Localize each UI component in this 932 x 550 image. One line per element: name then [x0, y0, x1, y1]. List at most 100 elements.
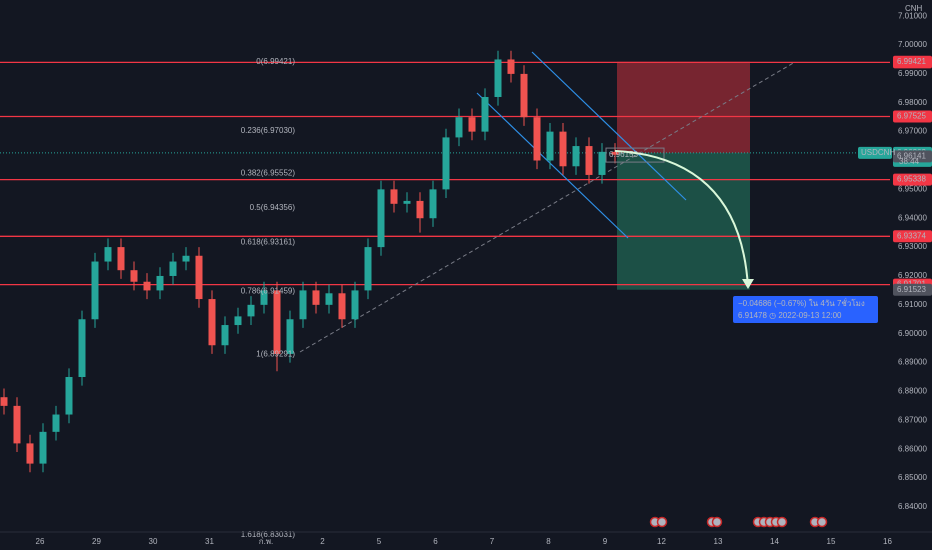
x-tick-label: ก.พ. — [259, 537, 274, 546]
candle-body — [104, 247, 112, 262]
candle-body — [13, 405, 21, 444]
candle-body — [468, 117, 476, 132]
candle-body — [572, 146, 580, 167]
candle-body — [455, 117, 463, 138]
candle-body — [611, 151, 619, 155]
candle-body — [247, 304, 255, 317]
y-tick-label: 6.93000 — [898, 242, 927, 251]
trend-line — [299, 61, 796, 353]
level-tag — [893, 173, 932, 186]
fib-label: 0.786(6.91459) — [241, 287, 296, 296]
candle-body — [39, 431, 47, 464]
y-tick-label: 6.90000 — [898, 329, 927, 338]
fib-label: 0(6.99421) — [256, 57, 295, 66]
level-tag — [893, 230, 932, 243]
candle-body — [390, 189, 398, 204]
fib-label: 0.236(6.97030) — [241, 126, 296, 135]
fib-label: 0.5(6.94356) — [250, 203, 296, 212]
overlay: 0(6.99421) 0.236(6.97030) 0.382(6.95552) 0.… — [241, 57, 878, 539]
x-tick-label: 8 — [546, 537, 551, 546]
price-axis — [890, 0, 932, 532]
fib-label: 0.382(6.95552) — [241, 169, 296, 178]
x-tick-label: 12 — [657, 537, 666, 546]
y-tick-label: 6.88000 — [898, 387, 927, 396]
y-tick-label: 7.01000 — [898, 11, 927, 20]
candle-body — [338, 293, 346, 320]
symbol-tag — [858, 146, 892, 159]
price-tag-label: 6.91523 — [897, 285, 926, 294]
currency: CNH — [905, 4, 923, 13]
candle-body — [312, 290, 320, 305]
candle-body — [364, 247, 372, 291]
channel-line — [476, 92, 629, 239]
y-tick-label: 6.94000 — [898, 213, 927, 222]
candle-body — [351, 290, 359, 320]
candle-body — [260, 290, 268, 305]
candle-body — [234, 316, 242, 326]
y-tick-label: 7.00000 — [898, 40, 927, 49]
candle-body — [91, 261, 99, 320]
candle-body — [481, 96, 489, 132]
candles — [0, 50, 619, 473]
x-tick-label: 29 — [92, 537, 101, 546]
price-tag — [893, 150, 932, 163]
candle-body — [429, 189, 437, 219]
candle-body — [442, 137, 450, 190]
x-tick-label: 7 — [490, 537, 495, 546]
y-tick-label: 6.89000 — [898, 358, 927, 367]
price-tag-label: 6.96141 — [897, 152, 926, 161]
x-tick-label: 13 — [714, 537, 723, 546]
candle-body — [169, 261, 177, 276]
level-tag-label: 6.95338 — [897, 175, 926, 184]
candle-body — [143, 281, 151, 291]
candle-body — [156, 275, 164, 291]
y-tick-label: 6.85000 — [898, 473, 927, 482]
candle-body — [403, 200, 411, 204]
candle-body — [182, 255, 190, 262]
candle-body — [546, 131, 554, 161]
level-tag — [893, 110, 932, 123]
candle-body — [65, 377, 73, 415]
level-tag-label: 6.93374 — [897, 231, 926, 240]
candle-body — [533, 117, 541, 161]
x-tick-label: 2 — [320, 537, 325, 546]
candle-body — [520, 73, 528, 118]
price-tag — [893, 283, 932, 296]
candle-body — [78, 319, 86, 378]
candle-body — [0, 397, 8, 406]
candle-body — [416, 200, 424, 219]
candle-body — [325, 293, 333, 305]
x-tick-label: 5 — [377, 537, 382, 546]
symbol-label: USDCNH — [861, 148, 895, 157]
x-tick-label: 14 — [770, 537, 779, 546]
last-trade-box — [605, 147, 665, 163]
candle-body — [494, 59, 502, 97]
y-tick-label: 6.92000 — [898, 271, 927, 280]
x-tick-label: 9 — [603, 537, 608, 546]
candle-body — [286, 319, 294, 354]
x-tick-label: 26 — [36, 537, 45, 546]
level-tag-label: 6.97525 — [897, 112, 926, 121]
candle-body — [299, 290, 307, 320]
x-tick-label: 6 — [433, 537, 438, 546]
y-tick-label: 6.87000 — [898, 415, 927, 424]
candle-body — [598, 151, 606, 175]
candle-body — [208, 299, 216, 346]
y-tick-label: 6.86000 — [898, 444, 927, 453]
candle-body — [130, 270, 138, 282]
countdown: 38:44 — [899, 157, 920, 166]
candle-body — [377, 189, 385, 248]
y-tick-label: 6.99000 — [898, 69, 927, 78]
candle-body — [26, 443, 34, 464]
fib-label: 1(6.89291) — [256, 349, 295, 358]
candle-body — [273, 290, 281, 354]
projection-arrow — [614, 149, 749, 288]
y-tick-label: 6.84000 — [898, 502, 927, 511]
last-trade-label: 6.96153 — [609, 150, 638, 159]
projection-detail: 6.91478 ◷ 2022-09-13 12:00 — [738, 311, 842, 320]
x-tick-label: 30 — [149, 537, 158, 546]
x-tick-label: 16 — [883, 537, 892, 546]
price-tag — [893, 55, 932, 68]
event-icons — [649, 516, 828, 528]
